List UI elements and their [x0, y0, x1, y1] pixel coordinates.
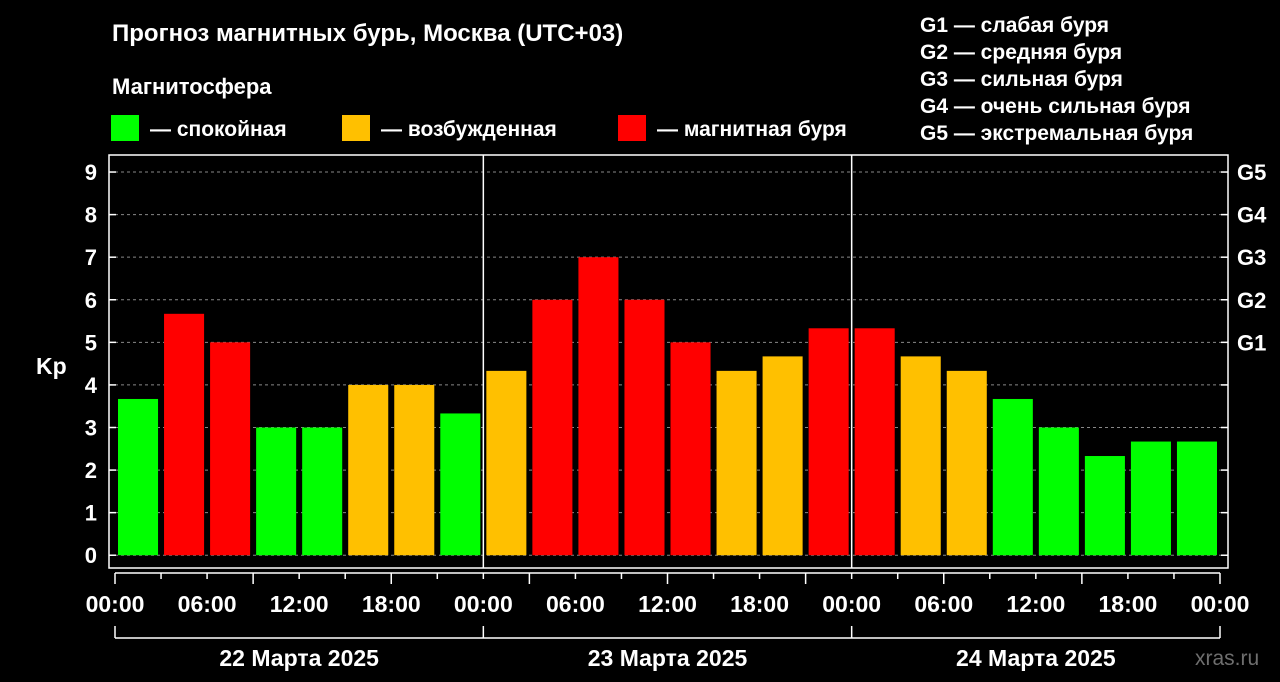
right-axis-label: G2: [1237, 288, 1266, 313]
right-axis-label: G5: [1237, 160, 1266, 185]
legend-swatch-active: [342, 115, 370, 141]
y-tick-label: 8: [85, 203, 97, 228]
g-legend-g1: G1 — слабая буря: [920, 14, 1109, 37]
x-tick-label: 00:00: [86, 591, 145, 617]
right-axis-label: G3: [1237, 245, 1266, 270]
x-tick-label: 06:00: [914, 591, 973, 617]
y-tick-label: 5: [85, 330, 97, 355]
kp-bar: [578, 257, 619, 556]
y-tick-label: 7: [85, 245, 97, 270]
day-label: 22 Марта 2025: [219, 645, 379, 671]
g-legend-g5: G5 — экстремальная буря: [920, 122, 1193, 145]
g-legend-g3: G3 — сильная буря: [920, 68, 1123, 91]
g-scale-legend: G1 — слабая буря G2 — средняя буря G3 — …: [920, 14, 1193, 145]
right-axis-label: G1: [1237, 330, 1266, 355]
y-tick-label: 9: [85, 160, 97, 185]
kp-bar: [624, 299, 665, 556]
kp-bar: [900, 356, 941, 556]
kp-bar: [1130, 441, 1171, 556]
kp-bar: [854, 328, 895, 556]
x-tick-label: 00:00: [454, 591, 513, 617]
y-tick-label: 3: [85, 415, 97, 440]
x-tick-label: 00:00: [1191, 591, 1250, 617]
day-label: 23 Марта 2025: [588, 645, 748, 671]
legend-label-storm: — магнитная буря: [657, 118, 847, 141]
plot-frame: [108, 154, 1229, 569]
kp-bar: [1038, 427, 1079, 556]
x-tick-label: 06:00: [546, 591, 605, 617]
y-tick-label: 4: [85, 373, 98, 398]
x-tick-label: 18:00: [1099, 591, 1158, 617]
kp-bar: [670, 342, 711, 556]
legend: — спокойная — возбужденная — магнитная б…: [111, 115, 847, 141]
y-tick-label: 6: [85, 288, 97, 313]
x-tick-label: 12:00: [1006, 591, 1065, 617]
y-tick-label: 1: [85, 501, 97, 526]
kp-bar: [164, 313, 205, 556]
kp-bar: [210, 342, 251, 556]
x-tick-label: 00:00: [822, 591, 881, 617]
right-axis-label: G4: [1237, 203, 1267, 228]
y-tick-label: 0: [85, 543, 97, 568]
x-tick-label: 18:00: [362, 591, 421, 617]
kp-bar: [992, 398, 1033, 556]
kp-bar: [348, 384, 389, 556]
legend-label-calm: — спокойная: [150, 118, 287, 141]
kp-bar: [302, 427, 343, 556]
g-legend-g2: G2 — средняя буря: [920, 41, 1122, 64]
x-tick-label: 12:00: [638, 591, 697, 617]
kp-bar: [532, 299, 573, 556]
kp-bar: [440, 413, 481, 556]
legend-label-active: — возбужденная: [381, 118, 557, 141]
kp-bar: [1176, 441, 1217, 556]
kp-bar: [716, 370, 757, 556]
x-tick-label: 18:00: [730, 591, 789, 617]
legend-swatch-calm: [111, 115, 139, 141]
kp-bar: [946, 370, 987, 556]
watermark: xras.ru: [1195, 647, 1259, 670]
y-tick-label: 2: [85, 458, 97, 483]
x-tick-label: 06:00: [178, 591, 237, 617]
plot-area: 0 1 2 3 4 5 6 7 8 9 G1 G2 G3 G4 G5 00:00 06:00 12:00 18:00…: [85, 154, 1267, 671]
kp-bar: [808, 328, 849, 556]
kp-bar: [1084, 456, 1125, 556]
y-axis-label: Kp: [36, 353, 67, 379]
kp-bar: [394, 384, 435, 556]
kp-bar: [256, 427, 297, 556]
kp-bar: [486, 370, 527, 556]
kp-bar: [118, 398, 159, 556]
legend-title: Магнитосфера: [112, 74, 272, 99]
legend-swatch-storm: [618, 115, 646, 141]
x-tick-label: 12:00: [270, 591, 329, 617]
day-label: 24 Марта 2025: [956, 645, 1116, 671]
g-legend-g4: G4 — очень сильная буря: [920, 95, 1190, 118]
chart-title: Прогноз магнитных бурь, Москва (UTC+03): [112, 20, 623, 47]
kp-bar: [762, 356, 803, 556]
